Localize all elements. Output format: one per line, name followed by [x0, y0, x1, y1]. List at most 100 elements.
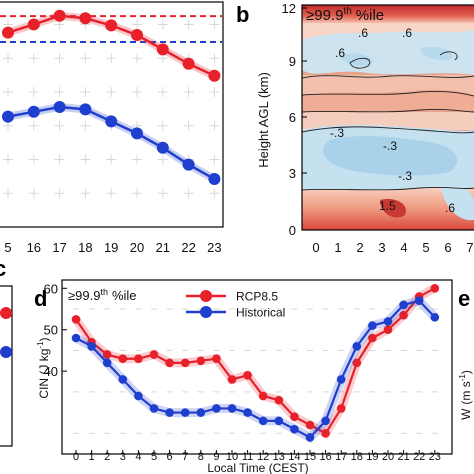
panel-d-point-0-13 [274, 395, 284, 405]
panel-d-y-tick: 60 [44, 281, 58, 296]
panel-c-stub: c [0, 256, 13, 447]
panel-e-stub: e W(m s-1) [458, 286, 473, 420]
panel-d-x-tick: 16 [319, 451, 331, 463]
panel-b-ylabel: Height AGL (km) [256, 72, 271, 168]
panel-b-x-tick: 1 [334, 240, 341, 255]
panel-d-point-1-23 [430, 312, 440, 322]
panel-b-y-tick: 12 [282, 1, 296, 16]
panel-d-point-0-6 [165, 358, 174, 368]
panel-a-x-tick: 23 [207, 240, 221, 255]
panel-b-y-tick: 0 [289, 223, 296, 238]
panel-d-point-0-3 [118, 354, 128, 364]
panel-b-annotation: ≥99.9th %ile [306, 6, 384, 24]
panel-d-x-tick: 18 [351, 451, 363, 463]
panel-e-letter: e [458, 286, 470, 311]
panel-a-point-1-5 [131, 127, 143, 140]
panel-d-x-tick: 22 [413, 451, 425, 463]
panel-c-letter-fragment: c [0, 256, 6, 281]
panel-a-point-1-6 [156, 141, 169, 154]
panel-a-series [2, 9, 221, 185]
panel-d-point-0-5 [149, 350, 159, 359]
panel-d-point-0-14 [290, 412, 299, 422]
panel-d-point-0-16 [321, 428, 330, 438]
panel-d-point-0-9 [212, 354, 221, 364]
panel-d-legend: RCP8.5 Historical [186, 290, 285, 320]
panel-a-x-tick: 17 [52, 240, 66, 255]
panel-d-point-0-17 [336, 404, 346, 413]
panel-b-contour-label: -.3 [383, 139, 397, 153]
panel-a-point-1-0 [2, 110, 14, 123]
panel-a-x-tick: 18 [78, 240, 92, 255]
panel-d-x-tick: 5 [151, 451, 157, 463]
panel-b-x-tick: 6 [444, 240, 451, 255]
panel-d-point-1-19 [368, 321, 377, 330]
panel-a-x-ticks: 5 16 17 18 19 20 21 22 23 [4, 240, 221, 255]
panel-b: b Height AGL (km) [236, 1, 474, 255]
panel-b-contour-label: .6 [402, 26, 412, 40]
panel-d-point-1-1 [87, 341, 96, 351]
panel-d-grid [73, 308, 438, 434]
panel-d-point-0-4 [134, 354, 143, 364]
panel-b-contour-label: .6 [335, 46, 345, 60]
panel-d-point-0-15 [305, 420, 315, 430]
panel-a-point-1-1 [27, 105, 40, 118]
panel-b-y-ticks: 0 3 6 9 12 [282, 1, 307, 238]
panel-b-x-tick: 7 [466, 240, 473, 255]
panel-a-point-0-3 [79, 12, 92, 25]
panel-a-reference-lines [0, 15, 222, 43]
panel-d-point-0-2 [102, 350, 112, 359]
panel-b-heatmap [302, 5, 474, 230]
panel-d-series [71, 283, 440, 444]
panel-a-point-0-2 [53, 9, 66, 22]
panel-d-x-tick: 7 [182, 451, 188, 463]
panel-d-point-0-20 [383, 325, 393, 335]
panel-e-ylabel: W(m s-1) [458, 370, 473, 420]
panel-d-x-tick: 20 [382, 451, 394, 463]
panel-d-point-1-18 [352, 341, 362, 351]
panel-b-contour-labels: .6 .6 .6 -.3 -.3 -.3 1.5 .6 [330, 26, 455, 215]
panel-a-x-tick: 5 [4, 240, 11, 255]
panel-a: 5 16 17 18 19 20 21 22 23 [0, 1, 224, 255]
panel-d-point-1-15 [305, 433, 315, 442]
panel-b-x-tick: 4 [400, 240, 407, 255]
panel-d-ylabel: CIN (J kg-1) [36, 337, 51, 398]
panel-d-x-tick: 21 [397, 451, 409, 463]
panel-d-point-0-7 [180, 358, 190, 368]
panel-d-point-1-20 [383, 317, 393, 326]
panel-a-point-0-7 [182, 57, 195, 70]
panel-a-point-0-4 [105, 19, 118, 32]
panel-d-point-0-23 [430, 283, 440, 293]
panel-d-legend-marker [200, 306, 212, 318]
panel-a-x-tick: 21 [156, 240, 170, 255]
panel-a-x-tick: 19 [104, 240, 118, 255]
panel-a-point-1-7 [182, 158, 195, 171]
panel-d-x-tick: 15 [304, 451, 316, 463]
panel-d-y-ticks: 40 50 60 [44, 281, 67, 379]
panel-a-x-tick: 16 [27, 240, 41, 255]
panel-c-blue-marker [0, 346, 12, 358]
panel-d-x-tick: 17 [335, 451, 347, 463]
panel-b-x-tick: 5 [422, 240, 429, 255]
panel-d-point-1-21 [399, 300, 408, 310]
panel-d-x-tick: 13 [273, 451, 285, 463]
panel-d-x-tick: 10 [226, 451, 238, 463]
panel-d-point-1-16 [321, 416, 330, 426]
panel-d-point-1-9 [212, 404, 221, 413]
panel-d-point-0-11 [243, 370, 252, 380]
panel-d-x-tick: 4 [135, 451, 141, 463]
panel-a-point-0-5 [131, 29, 143, 41]
panel-a-point-0-0 [2, 26, 14, 39]
panel-b-contour-label: -.3 [330, 126, 344, 140]
panel-d-y-tick: 50 [44, 323, 58, 338]
panel-d-legend-marker [200, 290, 212, 302]
panel-d-point-0-19 [368, 333, 377, 343]
panel-d-point-1-6 [165, 408, 174, 417]
panel-a-point-0-6 [156, 43, 169, 56]
panel-d-x-tick: 6 [167, 451, 173, 463]
panel-d-point-0-8 [196, 356, 206, 366]
panel-d-point-0-0 [71, 315, 81, 324]
panel-d-point-1-10 [227, 404, 237, 413]
